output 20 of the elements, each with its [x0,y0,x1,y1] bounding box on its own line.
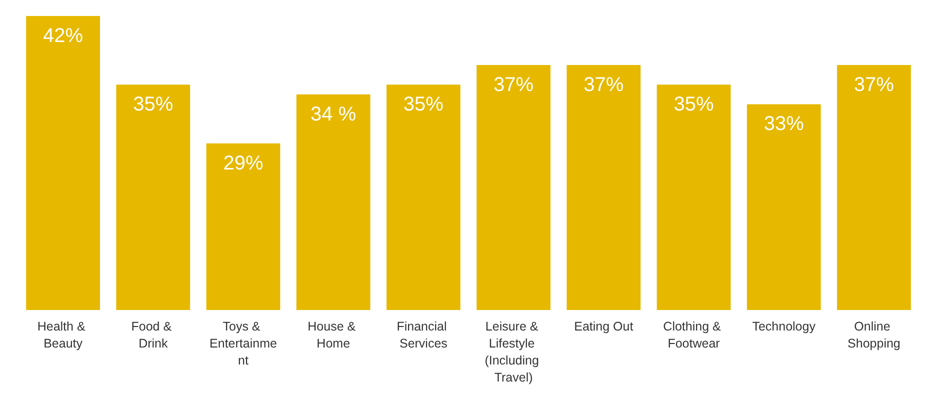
data-label: 34 % [310,103,356,126]
x-tick-label: Clothing & Footwear [663,320,724,350]
x-tick-label: Toys & Entertainment [210,320,277,368]
x-tick-label: Online Shopping [848,320,900,350]
data-label: 29% [223,152,264,174]
x-tick-label: Eating Out [574,320,634,334]
data-label: 35% [403,94,444,116]
data-label: 35% [674,94,714,116]
x-tick-label: Food & Drink [131,320,176,350]
data-label: 37% [854,74,894,96]
x-tick-label: Financial Services [396,320,450,350]
data-label: 33% [764,113,804,136]
x-tick-label: Leisure & Lifestyle (Including Travel) [484,320,542,384]
data-label: 37% [494,74,534,96]
data-label: 35% [133,94,174,116]
x-tick-label: Health & Beauty [37,320,89,350]
x-tick-label: Technology [752,320,816,334]
data-label: 42% [43,25,84,47]
data-label: 37% [584,74,624,96]
x-tick-label: House & Home [308,320,360,350]
